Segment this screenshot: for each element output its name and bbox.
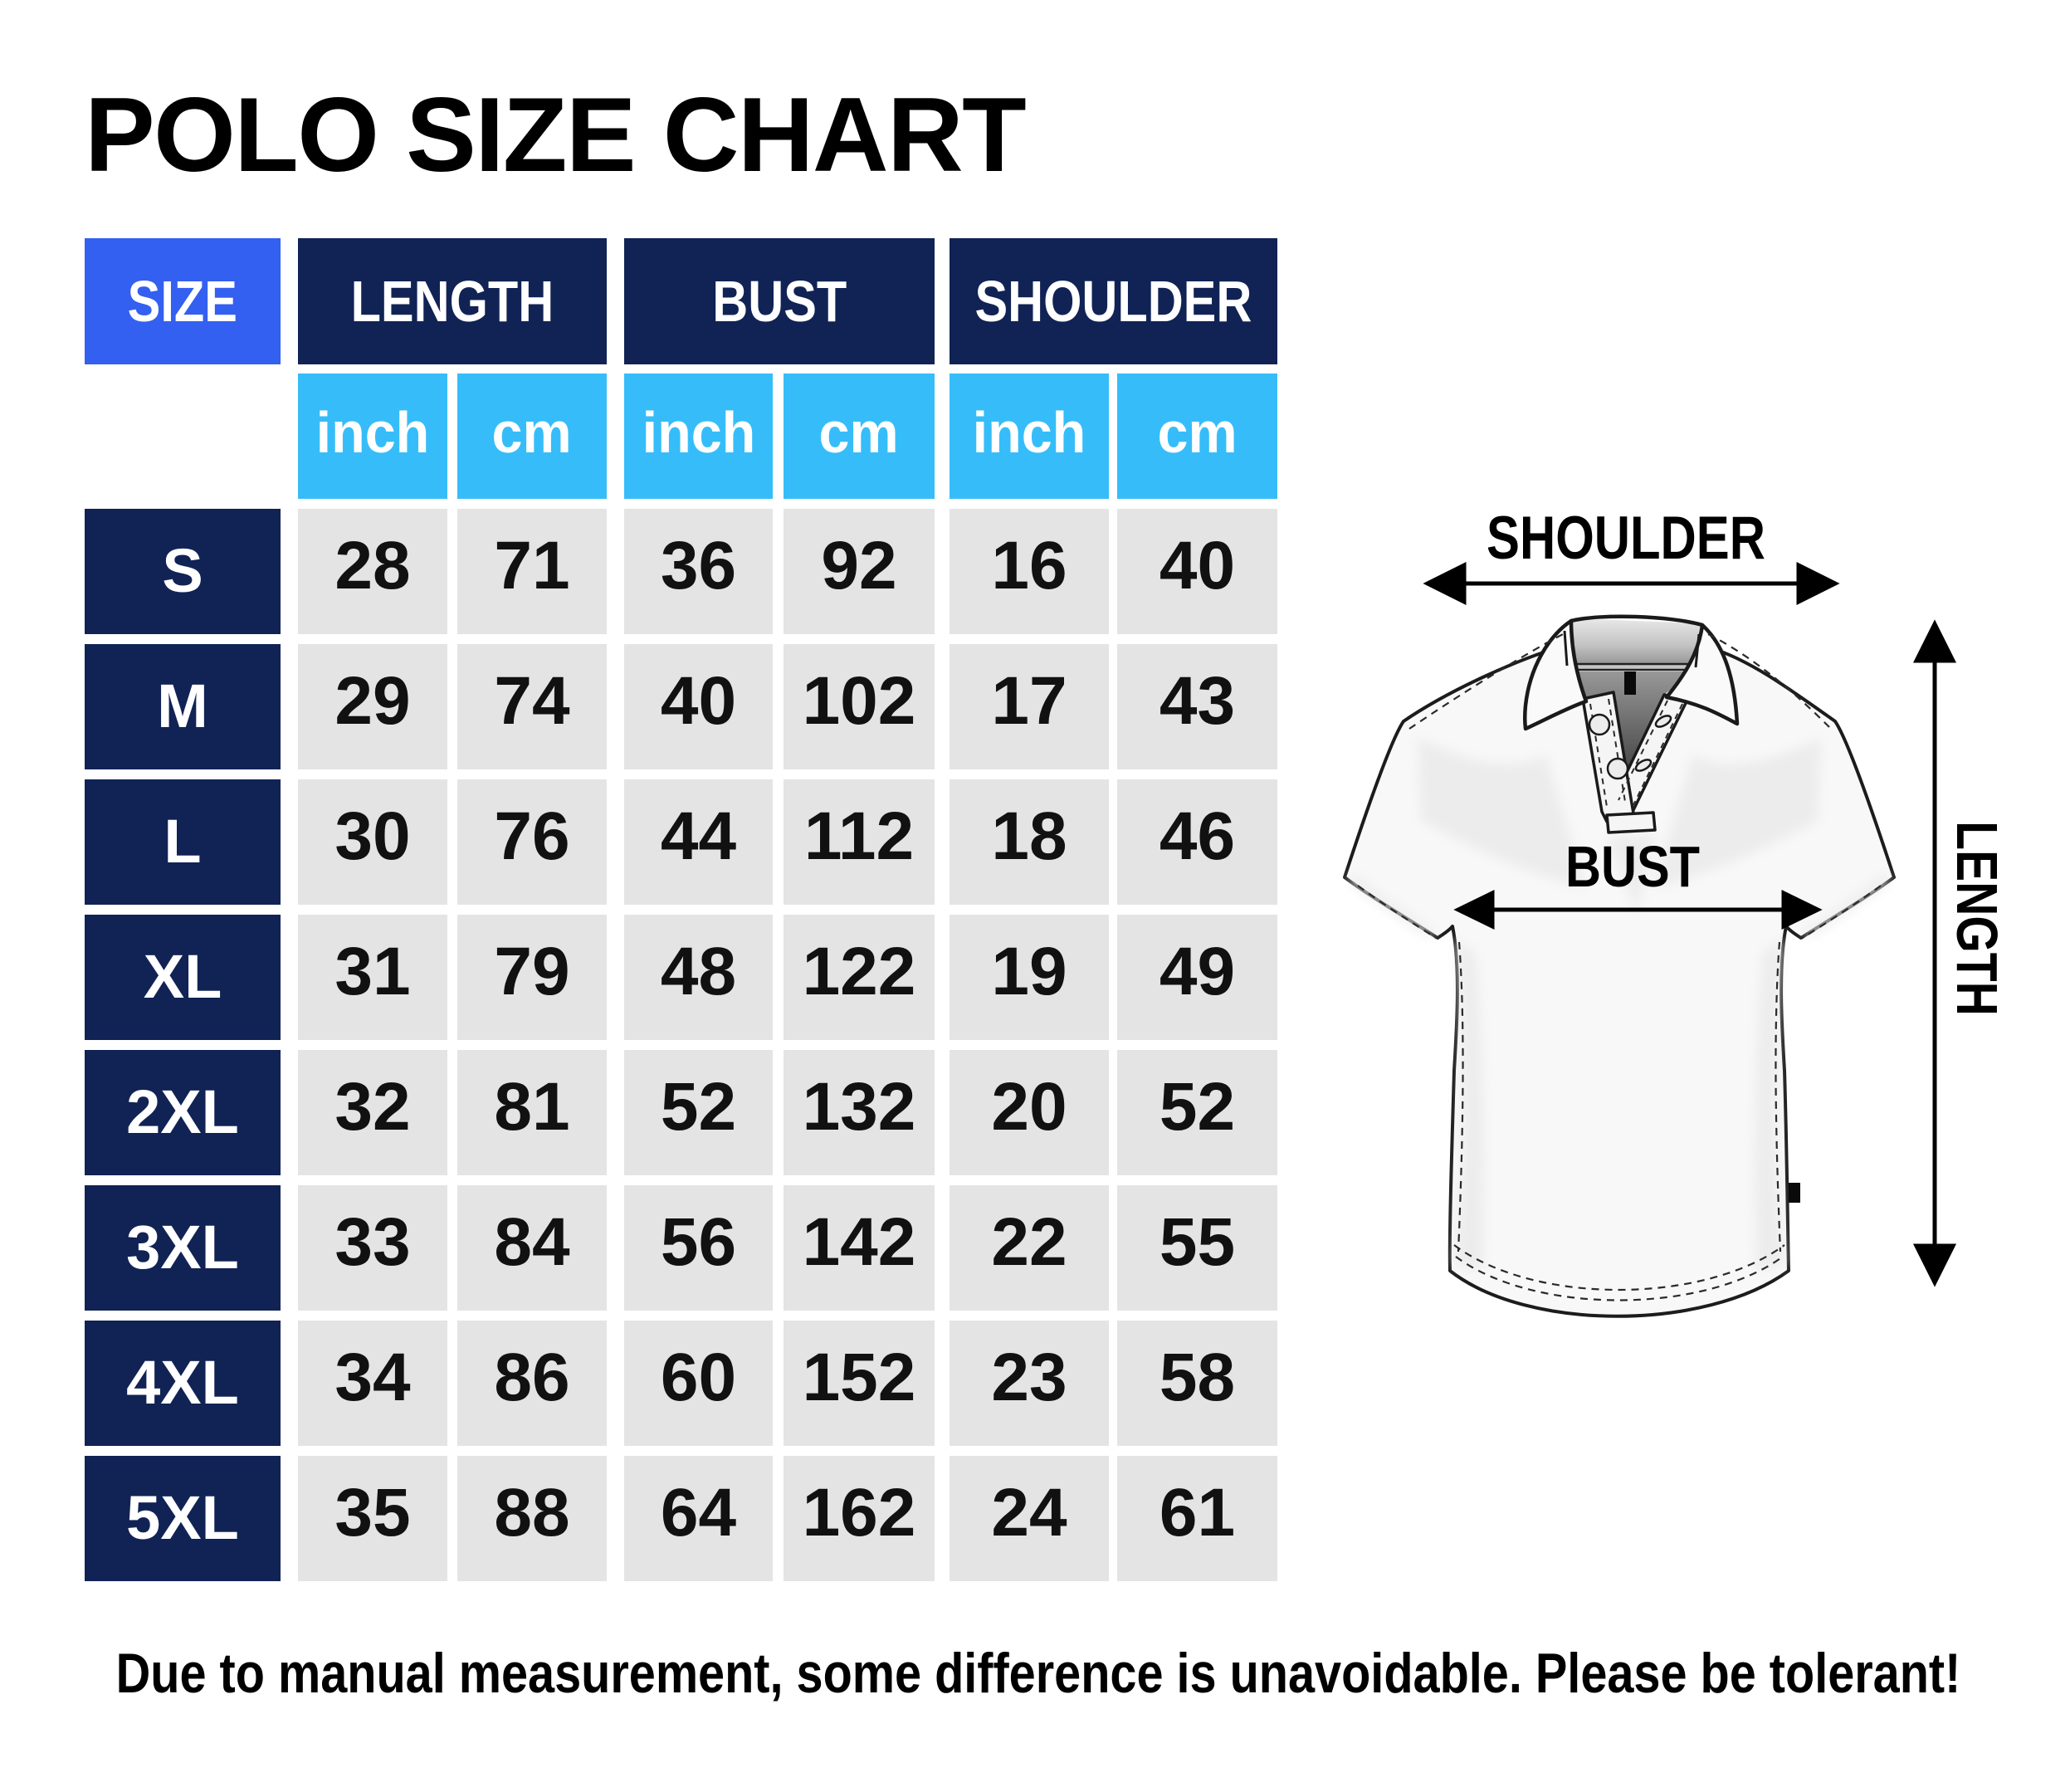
svg-text:SHOULDER: SHOULDER bbox=[1487, 505, 1765, 572]
svg-text:LENGTH: LENGTH bbox=[1945, 821, 2010, 1016]
svg-text:BUST: BUST bbox=[1565, 833, 1700, 899]
